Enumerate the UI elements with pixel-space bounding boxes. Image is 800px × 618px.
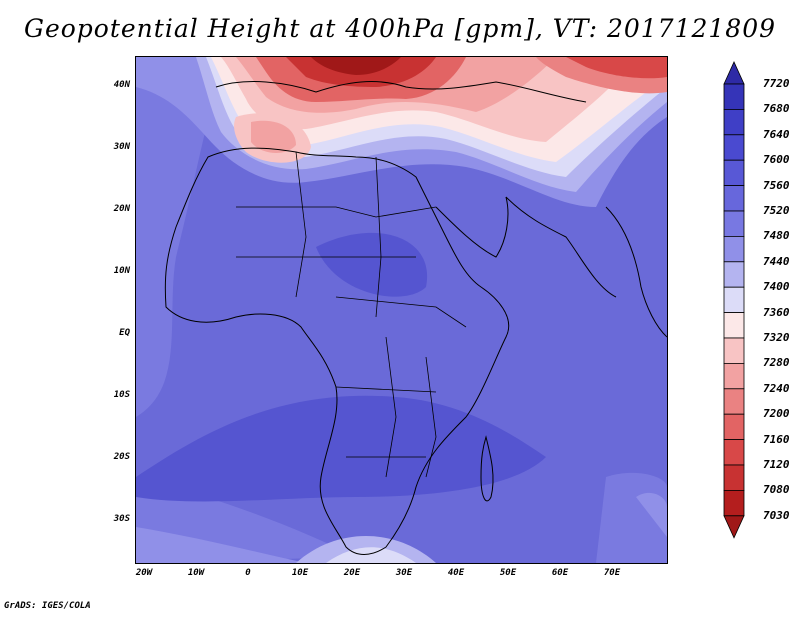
colorbar-level-label: 7680 [763,102,790,116]
border-sahara [236,206,437,218]
field-core-sahel [316,232,428,297]
colorbar-level-label: 7160 [763,432,790,446]
colorbar-level-label: 7400 [763,280,790,294]
lon-tick: 0 [245,568,251,578]
coastlines [164,81,667,555]
colorbar-level-label: 7200 [763,407,790,421]
madagascar-outline [480,435,494,502]
country-borders [236,151,467,478]
colorbar-level-label: 7030 [763,508,790,522]
geopotential-height-field [136,57,667,563]
india-coast [605,206,667,338]
lat-tick: 10S [113,390,130,400]
colorbar-swatch [723,413,745,441]
field-band-southeast-light [636,492,667,537]
colorbar-level-label: 7600 [763,153,790,167]
colorbar-swatch [723,312,745,339]
colorbar-swatch [723,235,745,263]
lon-tick: 30E [395,568,413,578]
lat-tick: 40N [113,80,130,90]
colorbar-swatch [723,286,745,313]
field-band-north-9 [311,57,401,75]
colorbar-level-label: 7480 [763,229,790,243]
lon-tick: 40E [447,568,465,578]
colorbar-swatch [723,362,745,390]
colorbar-swatch [723,210,745,237]
colorbar-level-label: 7080 [763,483,790,497]
field-core-south [136,395,546,502]
colorbar-swatch [723,134,745,161]
lat-tick: 10N [113,266,130,276]
colorbar-swatch [723,337,745,364]
colorbar-level-label: 7240 [763,381,790,395]
lat-tick: 30S [113,514,130,524]
colorbar-level-label: 7320 [763,331,790,344]
colorbar-level-label: 7440 [763,254,790,268]
colorbar [723,61,745,539]
lon-tick: 70E [603,568,621,578]
colorbar-level-label: 7280 [763,356,790,370]
colorbar-level-label: 7360 [763,305,790,319]
colorbar-swatch [723,159,745,186]
colorbar-level-label: 7640 [763,127,790,141]
colorbar-swatch [723,261,745,288]
lat-tick: 20S [113,452,130,462]
map-plot-area [135,56,668,564]
field-band-south-white [326,547,416,563]
border-angola [335,386,437,393]
colorbar-swatch [723,109,745,136]
colorbar-swatch [723,439,745,466]
lon-tick: 20W [135,568,153,578]
lon-tick: 10W [187,568,205,578]
europe-coast [215,81,587,103]
colorbar-swatch [723,388,745,415]
colorbar-swatch [723,464,745,491]
colorbar-bottom-triangle [723,515,745,539]
field-pocket-sahara-core [251,120,296,153]
colorbar-level-label: 7520 [763,204,790,217]
colorbar-swatch [723,83,745,110]
lon-tick: 60E [551,568,569,578]
border-algeria [295,151,307,298]
colorbar-level-label: 7120 [763,458,790,471]
grads-credit: GrADS: IGES/COLA [4,601,91,611]
lat-tick: 20N [113,204,130,214]
border-east [425,356,437,478]
field-band-west [136,57,226,417]
field-band-south-light [136,527,306,563]
lon-tick: 20E [343,568,361,578]
map-title: Geopotential Height at 400hPa [gpm], VT:… [23,14,777,43]
colorbar-top-triangle [723,61,745,85]
colorbar-level-label: 7720 [763,77,790,90]
colorbar-swatch [723,185,745,212]
lat-tick: 30N [113,142,130,152]
arabia-coast [505,196,617,298]
lon-tick: 50E [499,568,517,578]
africa-outline [164,147,510,555]
colorbar-level-label: 7560 [763,178,790,192]
colorbar-swatch [723,489,745,517]
colorbar-swatches [723,61,745,539]
red-sea-coast [435,196,509,258]
lat-tick: EQ [119,328,130,338]
border-central [335,296,467,328]
lon-tick: 10E [291,568,309,578]
field-lobe-northeast-core [566,57,667,79]
